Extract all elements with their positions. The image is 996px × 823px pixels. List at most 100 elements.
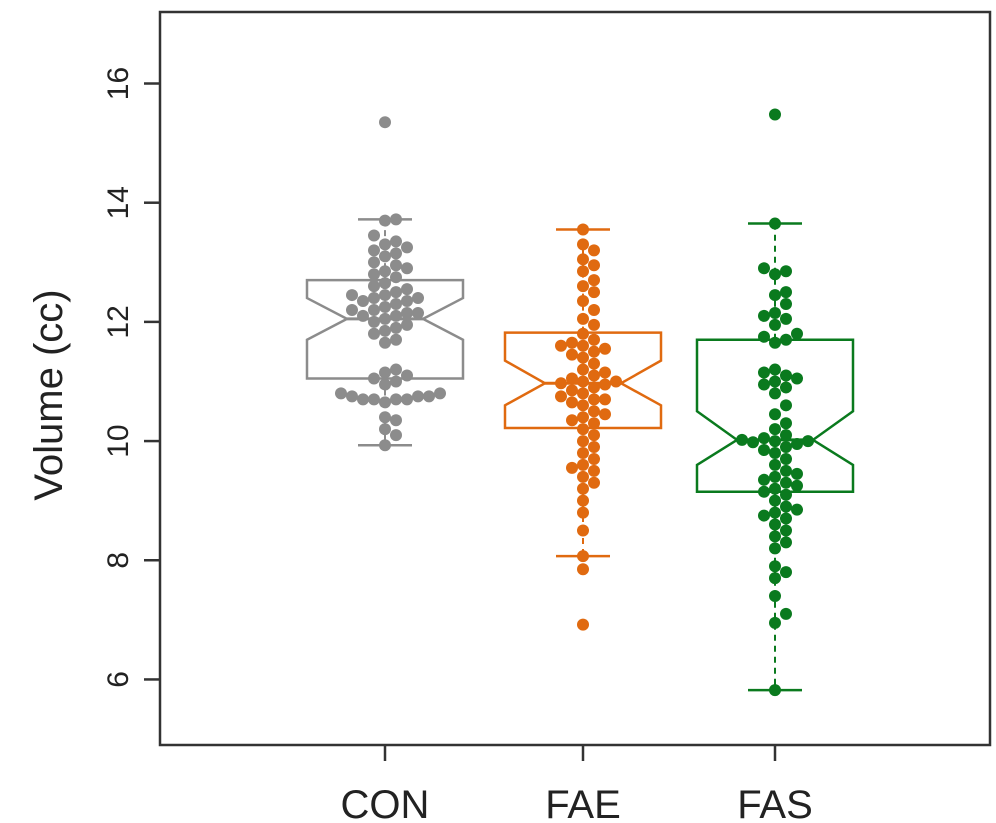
data-point <box>769 506 781 519</box>
data-point <box>379 396 391 409</box>
data-point <box>412 292 424 305</box>
data-point <box>769 435 781 448</box>
data-point <box>588 369 600 382</box>
data-point <box>346 303 358 316</box>
data-point <box>577 550 589 563</box>
data-point <box>736 433 748 446</box>
data-point <box>577 435 589 448</box>
data-point <box>577 339 589 352</box>
data-point <box>577 223 589 236</box>
data-point <box>368 256 380 269</box>
data-point <box>780 312 792 325</box>
data-point <box>390 235 402 248</box>
data-point <box>566 414 578 427</box>
data-point <box>379 289 391 302</box>
data-point <box>379 366 391 379</box>
data-point <box>769 306 781 319</box>
data-point <box>577 482 589 495</box>
data-point <box>390 429 402 442</box>
data-point <box>780 369 792 382</box>
data-point <box>390 298 402 311</box>
data-point <box>577 351 589 364</box>
data-point <box>588 244 600 257</box>
data-point <box>555 377 567 390</box>
data-point <box>780 333 792 346</box>
data-point <box>401 318 413 331</box>
data-point <box>379 312 391 325</box>
data-point <box>401 262 413 275</box>
data-point <box>357 309 369 322</box>
data-point <box>758 330 770 343</box>
data-point <box>566 396 578 409</box>
data-point <box>769 458 781 471</box>
data-point <box>390 333 402 346</box>
data-point <box>758 444 770 457</box>
y-axis-title: Volume (cc) <box>27 289 71 500</box>
data-point <box>401 369 413 382</box>
data-point <box>769 482 781 495</box>
data-point <box>588 429 600 442</box>
data-point <box>335 387 347 400</box>
data-point <box>566 461 578 474</box>
data-point <box>555 339 567 352</box>
data-point <box>599 393 611 406</box>
y-tick-label: 16 <box>102 67 135 100</box>
data-point <box>368 372 380 385</box>
data-point <box>758 473 770 486</box>
data-point <box>412 306 424 319</box>
data-point <box>769 375 781 388</box>
data-point <box>390 375 402 388</box>
notched-box <box>305 278 465 380</box>
data-point <box>588 259 600 272</box>
data-point <box>791 327 803 340</box>
data-point <box>758 366 770 379</box>
y-axis: 6 8 10 12 14 16 <box>102 67 160 688</box>
data-point <box>390 286 402 299</box>
data-point <box>577 524 589 537</box>
series-fae <box>503 223 663 631</box>
data-point <box>780 286 792 299</box>
x-tick-label: FAE <box>545 783 621 823</box>
data-point <box>357 393 369 406</box>
data-point <box>566 336 578 349</box>
data-point <box>390 414 402 427</box>
data-point <box>769 494 781 507</box>
data-point <box>379 250 391 263</box>
data-point <box>780 399 792 412</box>
data-point <box>769 446 781 459</box>
x-tick-label: FAS <box>737 783 813 823</box>
data-point <box>577 563 589 576</box>
data-point <box>780 536 792 549</box>
data-point <box>566 348 578 361</box>
data-point <box>588 405 600 418</box>
data-point <box>379 336 391 349</box>
data-point <box>791 503 803 516</box>
data-point <box>379 423 391 436</box>
data-point <box>599 366 611 379</box>
notched-box <box>503 331 663 430</box>
y-tick-label: 8 <box>102 552 135 569</box>
plot-layer <box>305 108 855 697</box>
data-point <box>368 303 380 316</box>
data-point <box>412 390 424 403</box>
data-point <box>769 616 781 629</box>
data-point <box>769 336 781 349</box>
data-point <box>577 253 589 266</box>
series-fas <box>695 108 855 697</box>
data-point <box>780 488 792 501</box>
data-point <box>577 494 589 507</box>
data-point <box>758 509 770 522</box>
data-point <box>401 283 413 296</box>
data-point <box>769 387 781 400</box>
data-point <box>379 214 391 227</box>
data-point <box>780 298 792 311</box>
data-point <box>577 375 589 388</box>
y-tick-label: 12 <box>102 305 135 338</box>
data-point <box>588 381 600 394</box>
y-tick-label: 6 <box>102 671 135 688</box>
data-point <box>791 479 803 492</box>
data-point <box>379 238 391 251</box>
data-point <box>577 238 589 251</box>
data-point <box>769 268 781 281</box>
